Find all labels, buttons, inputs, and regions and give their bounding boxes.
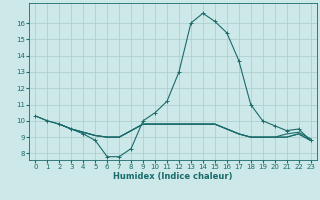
X-axis label: Humidex (Indice chaleur): Humidex (Indice chaleur) [113, 172, 233, 181]
